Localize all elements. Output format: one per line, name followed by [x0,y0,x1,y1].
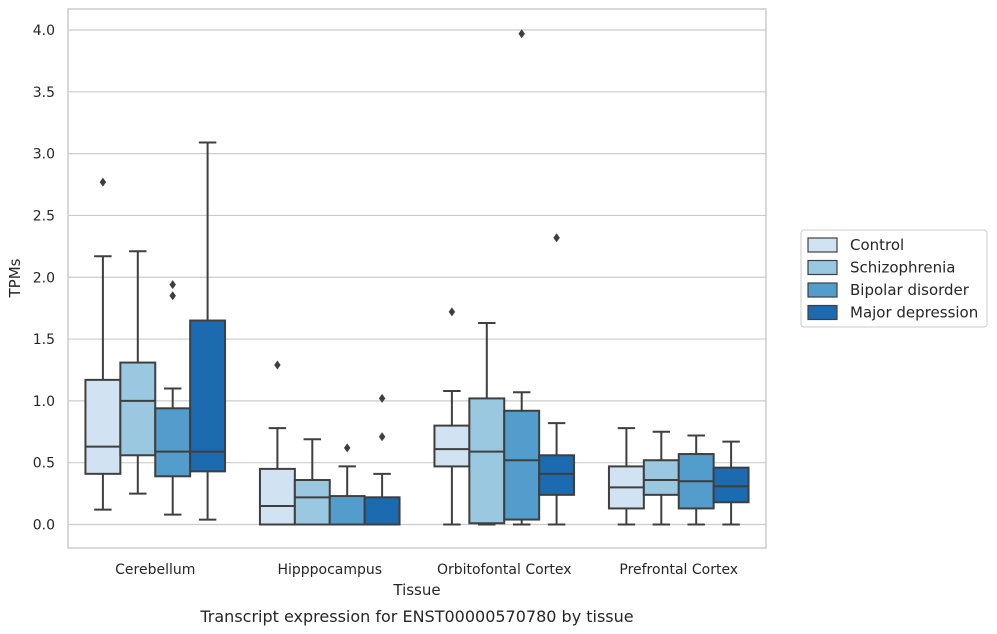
outlier-point [518,29,525,39]
outlier-point [448,307,456,317]
outlier-point [274,360,281,370]
outlier-point [378,432,386,442]
legend-label: Major depression [850,304,978,322]
y-tick-label: 1.0 [33,394,55,410]
outlier-point [169,291,176,301]
box-body [328,495,366,526]
y-tick-label: 2.0 [33,270,55,286]
x-tick-label: Prefrontal Cortex [619,562,738,578]
box-major-depression [189,141,227,521]
box-bipolar-disorder [503,29,541,526]
box-control [433,307,471,526]
legend-label: Schizophrenia [850,259,955,277]
outlier-point [99,177,107,187]
y-axis-ticks: 0.0 0.5 1.0 1.5 2.0 2.5 3.0 3.5 4.0 [33,23,55,533]
box-body [84,378,122,475]
box-body [119,361,157,457]
box-body [503,409,541,521]
box-body [258,467,296,526]
legend-label: Bipolar disorder [850,281,970,299]
box-body [642,459,680,496]
legend-swatch [807,259,838,276]
x-tick-label: Cerebellum [115,562,195,578]
box-bipolar-disorder [328,443,366,526]
legend: Control Schizophrenia Bipolar disorder Majo… [800,229,988,328]
box-body [538,454,576,496]
x-tick-label: Orbitofontal Cortex [437,562,572,578]
chart-caption: Transcript expression for ENST0000057078… [199,607,633,626]
y-tick-label: 4.0 [33,23,55,39]
grid-lines [68,29,766,526]
box-body [712,466,750,504]
box-bipolar-disorder [677,434,715,526]
outlier-point [169,280,176,290]
y-tick-label: 1.5 [33,332,55,348]
outlier-point [553,233,560,243]
box-major-depression [538,233,576,526]
legend-swatch [807,237,838,253]
y-tick-label: 3.5 [33,85,55,101]
box-body [154,407,192,478]
legend-frame [800,229,988,328]
box-control [607,427,645,526]
y-tick-label: 2.5 [33,208,55,224]
legend-swatch [807,282,838,298]
box-body [189,319,227,473]
box-schizophrenia [293,438,331,526]
box-plot-series [84,29,750,526]
box-bipolar-disorder [154,280,192,516]
box-body [293,479,331,526]
x-axis-title: Tissue [392,581,440,599]
box-schizophrenia [642,430,680,526]
x-tick-label: Hipppocampus [277,562,382,578]
legend-label: Control [850,236,904,254]
box-schizophrenia [468,322,506,526]
box-major-depression [712,440,750,526]
box-control [258,360,296,526]
y-tick-label: 3.0 [33,147,55,163]
box-major-depression [363,393,401,526]
y-tick-label: 0.5 [33,456,55,472]
x-axis-ticks: Cerebellum Hipppocampus Orbitofontal Corte… [115,562,738,578]
y-tick-label: 0.0 [33,518,55,534]
box-control [84,177,122,511]
box-body [433,424,471,468]
box-body [363,496,401,526]
outlier-point [378,393,386,403]
plot-area-frame [67,8,767,549]
legend-swatch [807,304,838,321]
box-body [468,397,506,525]
y-axis-title: TPMs [6,258,24,298]
outlier-point [343,443,351,453]
